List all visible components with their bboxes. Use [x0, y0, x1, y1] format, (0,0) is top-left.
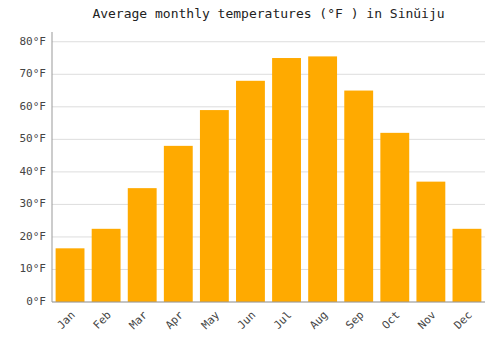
- y-axis-line: [52, 32, 53, 302]
- y-tick-label: 60°F: [20, 100, 47, 113]
- grid-line: [52, 139, 485, 140]
- x-tick-label: Oct: [379, 309, 402, 332]
- grid-line: [52, 74, 485, 75]
- x-tick-label: Mar: [127, 308, 151, 332]
- bar: [344, 91, 373, 302]
- y-tick-label: 0°F: [26, 295, 46, 308]
- y-tick-label: 30°F: [20, 197, 47, 210]
- y-grid: [52, 42, 485, 302]
- x-tick-label: Aug: [307, 309, 330, 332]
- x-axis-line: [52, 302, 485, 303]
- bar: [416, 182, 445, 302]
- x-tick-label: Jun: [235, 309, 258, 332]
- bar: [453, 229, 482, 302]
- chart-container: 0°F 10°F 20°F 30°F 40°F 50°F 60°F 70°F 80°F Jan Fe…: [0, 0, 500, 350]
- grid-line: [52, 171, 485, 172]
- grid-line: [52, 41, 485, 42]
- y-tick-label: 40°F: [20, 165, 47, 178]
- x-tick-label: Sep: [343, 309, 366, 332]
- bar: [236, 81, 265, 302]
- x-tick-label: Jul: [271, 309, 294, 332]
- title: Average monthly temperatures (°F ) in Si…: [92, 6, 444, 21]
- x-tick-label: Apr: [163, 308, 187, 332]
- x-tick-label: Jan: [55, 309, 78, 332]
- bar: [56, 248, 85, 302]
- y-tick-label: 10°F: [20, 262, 47, 275]
- bar: [92, 229, 121, 302]
- y-tick-label: 50°F: [20, 132, 47, 145]
- x-tick-label: Feb: [91, 309, 114, 332]
- x-tick-label: Nov: [415, 308, 439, 332]
- grid-line: [52, 106, 485, 107]
- bars: [56, 56, 482, 302]
- grid-line: [52, 302, 485, 303]
- y-tick-label: 80°F: [20, 35, 47, 48]
- bar: [380, 133, 409, 302]
- bar: [128, 188, 157, 302]
- y-tick-label: 20°F: [20, 230, 47, 243]
- x-tick-label: May: [199, 308, 223, 332]
- bar: [164, 146, 193, 302]
- bar: [200, 110, 229, 302]
- bar: [308, 56, 337, 302]
- chart: 0°F 10°F 20°F 30°F 40°F 50°F 60°F 70°F 80°F Jan Fe…: [0, 0, 500, 350]
- bar: [272, 58, 301, 302]
- y-tick-label: 70°F: [20, 67, 47, 80]
- y-tick-labels: 0°F 10°F 20°F 30°F 40°F 50°F 60°F 70°F 80°F: [20, 35, 47, 308]
- x-tick-labels: Jan Feb Mar Apr May Jun Jul Aug Sep Oct Nov Dec: [55, 308, 475, 332]
- x-tick-label: Dec: [451, 309, 474, 332]
